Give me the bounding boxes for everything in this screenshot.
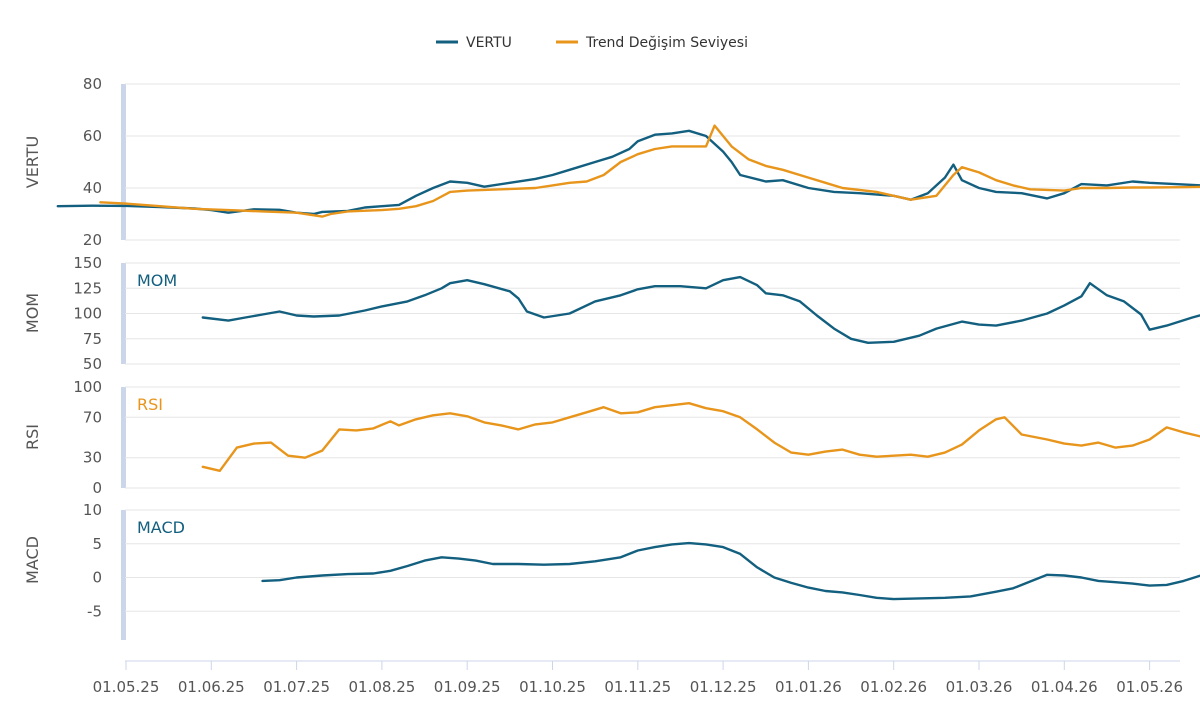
legend-label-trend: Trend Değişim Seviyesi xyxy=(585,35,748,51)
x-tick-label: 01.09.25 xyxy=(434,678,501,696)
x-tick-label: 01.05.26 xyxy=(1116,678,1183,696)
mom-y-tick-label: 50 xyxy=(83,355,102,373)
legend-label-vertu: VERTU xyxy=(466,35,512,51)
mom-panel-title: MOM xyxy=(137,271,177,290)
legend: VERTU Trend Değişim Seviyesi xyxy=(436,35,748,51)
x-tick-label: 01.06.25 xyxy=(178,678,245,696)
macd-y-axis-label: MACD xyxy=(23,536,42,584)
x-tick-label: 01.07.25 xyxy=(263,678,330,696)
rsi-y-tick-label: 30 xyxy=(83,449,102,467)
price-y-tick-label: 60 xyxy=(83,127,102,145)
price-y-tick-label: 20 xyxy=(83,231,102,249)
x-tick-label: 01.05.25 xyxy=(93,678,160,696)
mom-y-tick-label: 125 xyxy=(73,279,102,297)
price-y-axis-label: VERTU xyxy=(23,136,42,189)
x-tick-label: 01.01.26 xyxy=(775,678,842,696)
mom-y-axis-label: MOM xyxy=(23,293,42,333)
series-rsi[interactable] xyxy=(203,403,1200,471)
rsi-y-tick-label: 100 xyxy=(73,378,102,396)
panel-macd: -5 0 5 10 MACD xyxy=(23,501,1200,640)
x-tick-label: 01.08.25 xyxy=(349,678,416,696)
legend-item-trend[interactable]: Trend Değişim Seviyesi xyxy=(556,35,748,51)
macd-y-tick-label: 5 xyxy=(92,535,102,553)
panel-mom: 50 75 100 125 150 MOM xyxy=(23,254,1200,373)
rsi-panel-title: RSI xyxy=(137,395,163,414)
x-tick-label: 01.02.26 xyxy=(860,678,927,696)
mom-y-tick-label: 75 xyxy=(83,330,102,348)
series-vertu[interactable] xyxy=(58,131,1200,214)
x-tick-label: 01.11.25 xyxy=(604,678,671,696)
series-trend-de-i-im-seviyesi[interactable] xyxy=(100,126,1200,217)
x-tick-label: 01.12.25 xyxy=(690,678,757,696)
price-y-tick-label: 80 xyxy=(83,75,102,93)
price-y-tick-label: 40 xyxy=(83,179,102,197)
series-mom[interactable] xyxy=(203,277,1200,343)
mom-y-tick-label: 150 xyxy=(73,254,102,272)
macd-y-tick-label: 0 xyxy=(92,569,102,587)
panel-price: 20 40 60 80 VERTU xyxy=(23,75,1200,249)
series-macd[interactable] xyxy=(263,543,1200,599)
rsi-axis-band xyxy=(121,387,126,488)
panel-rsi: 0 30 70 100 RSI xyxy=(23,378,1200,497)
rsi-y-tick-label: 70 xyxy=(83,408,102,426)
x-tick-label: 01.04.26 xyxy=(1031,678,1098,696)
rsi-y-tick-label: 0 xyxy=(92,479,102,497)
panels: 20406080VERTU5075100125150MOM03070100RSI… xyxy=(23,75,1200,640)
macd-panel-title: MACD xyxy=(137,518,185,537)
legend-item-vertu[interactable]: VERTU xyxy=(436,35,512,51)
x-tick-label: 01.10.25 xyxy=(519,678,586,696)
rsi-y-axis-label: RSI xyxy=(23,424,42,450)
macd-y-tick-label: 10 xyxy=(83,501,102,519)
x-axis: 01.05.25 01.06.25 01.07.25 01.08.25 01.09.25… xyxy=(93,661,1183,696)
x-tick-label: 01.03.26 xyxy=(946,678,1013,696)
macd-axis-band xyxy=(121,510,126,640)
macd-y-tick-label: -5 xyxy=(87,602,102,620)
mom-y-tick-label: 100 xyxy=(73,305,102,323)
price-axis-band xyxy=(121,84,126,240)
